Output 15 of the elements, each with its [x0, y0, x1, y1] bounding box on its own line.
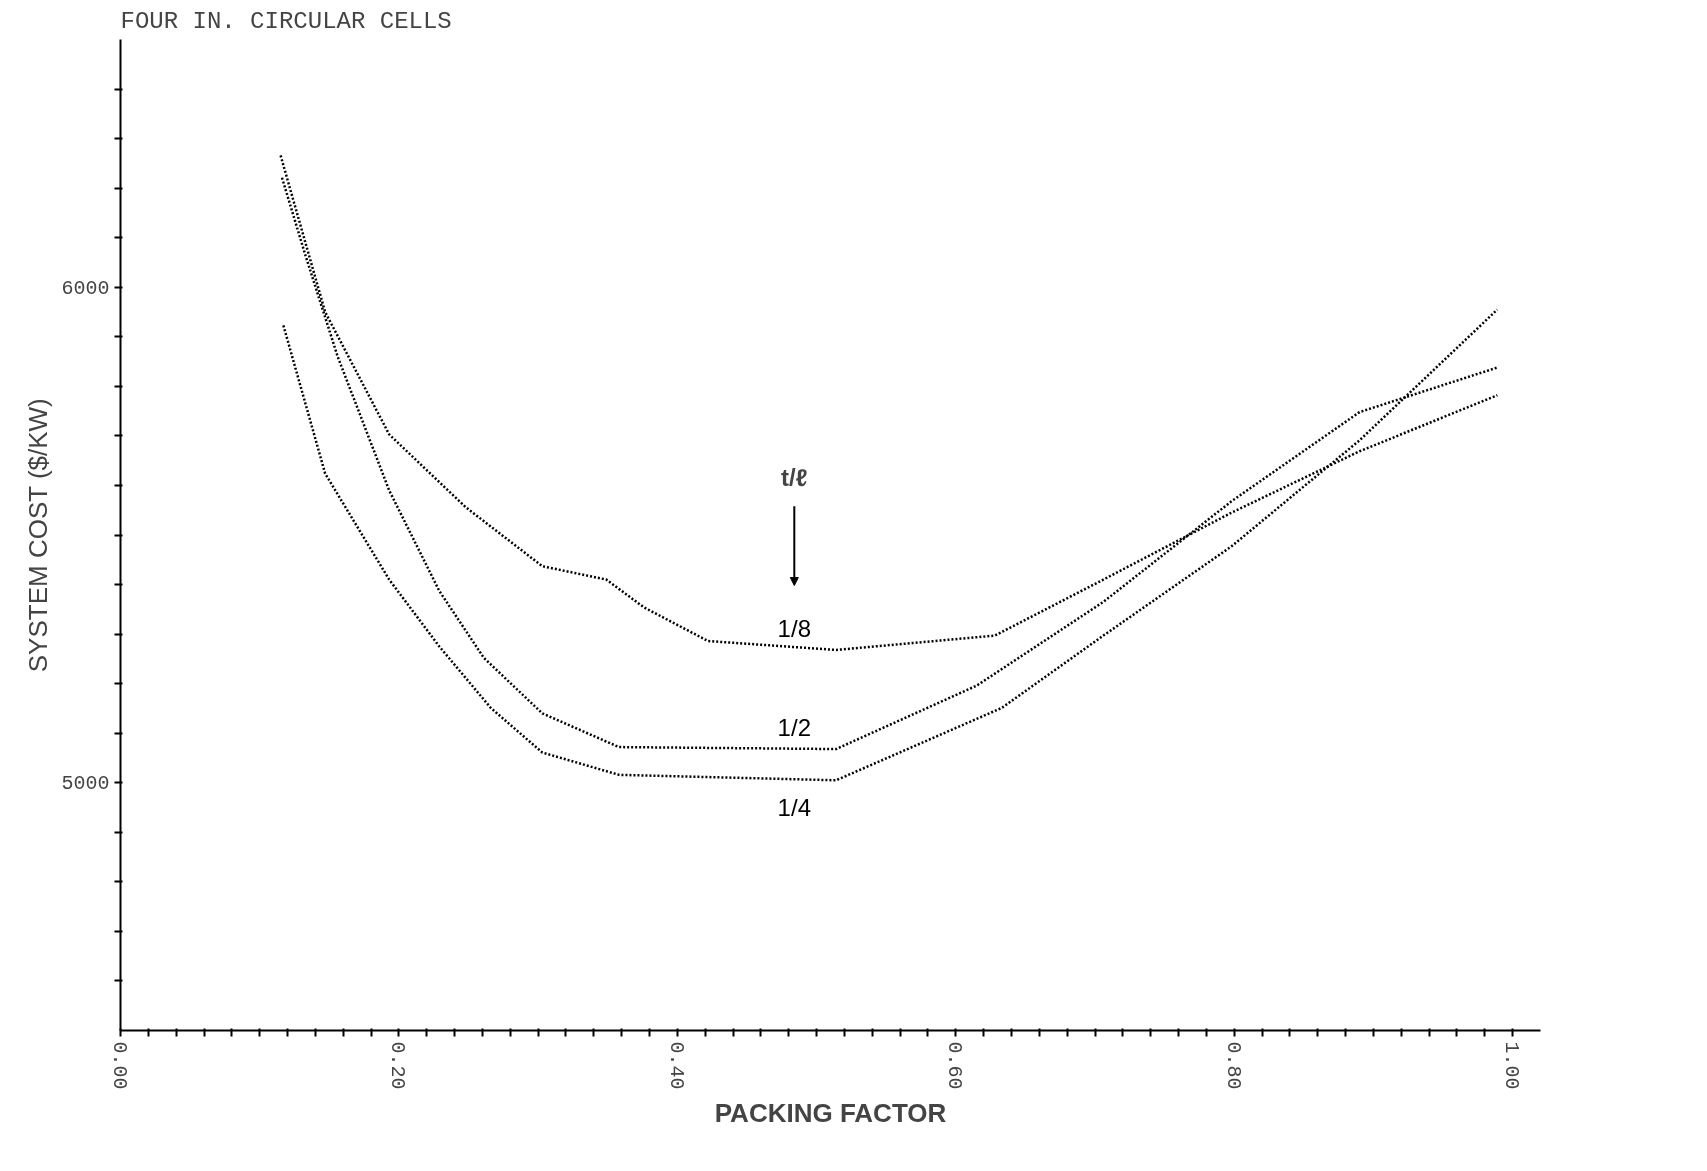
chart-title: FOUR IN. CIRCULAR CELLS	[120, 7, 452, 35]
y-tick-label: 6000	[61, 276, 110, 300]
y-axis-title: SYSTEM COST ($/KW)	[23, 398, 54, 673]
x-axis-title: PACKING FACTOR	[714, 1097, 947, 1128]
series-label: 1/2	[777, 714, 811, 742]
x-tick-label: 0.00	[108, 1041, 131, 1090]
x-tick-label: 0.60	[943, 1041, 967, 1090]
y-tick-label: 5000	[61, 772, 110, 796]
legend-title: t/ℓ	[781, 464, 808, 492]
x-tick-label: 0.20	[386, 1041, 410, 1090]
series-label: 1/4	[777, 794, 811, 822]
x-tick-label: 0.80	[1221, 1041, 1245, 1090]
x-tick-label: 0.40	[664, 1041, 688, 1090]
x-tick-label: 1.00	[1500, 1041, 1524, 1090]
series-label: 1/8	[777, 614, 811, 642]
